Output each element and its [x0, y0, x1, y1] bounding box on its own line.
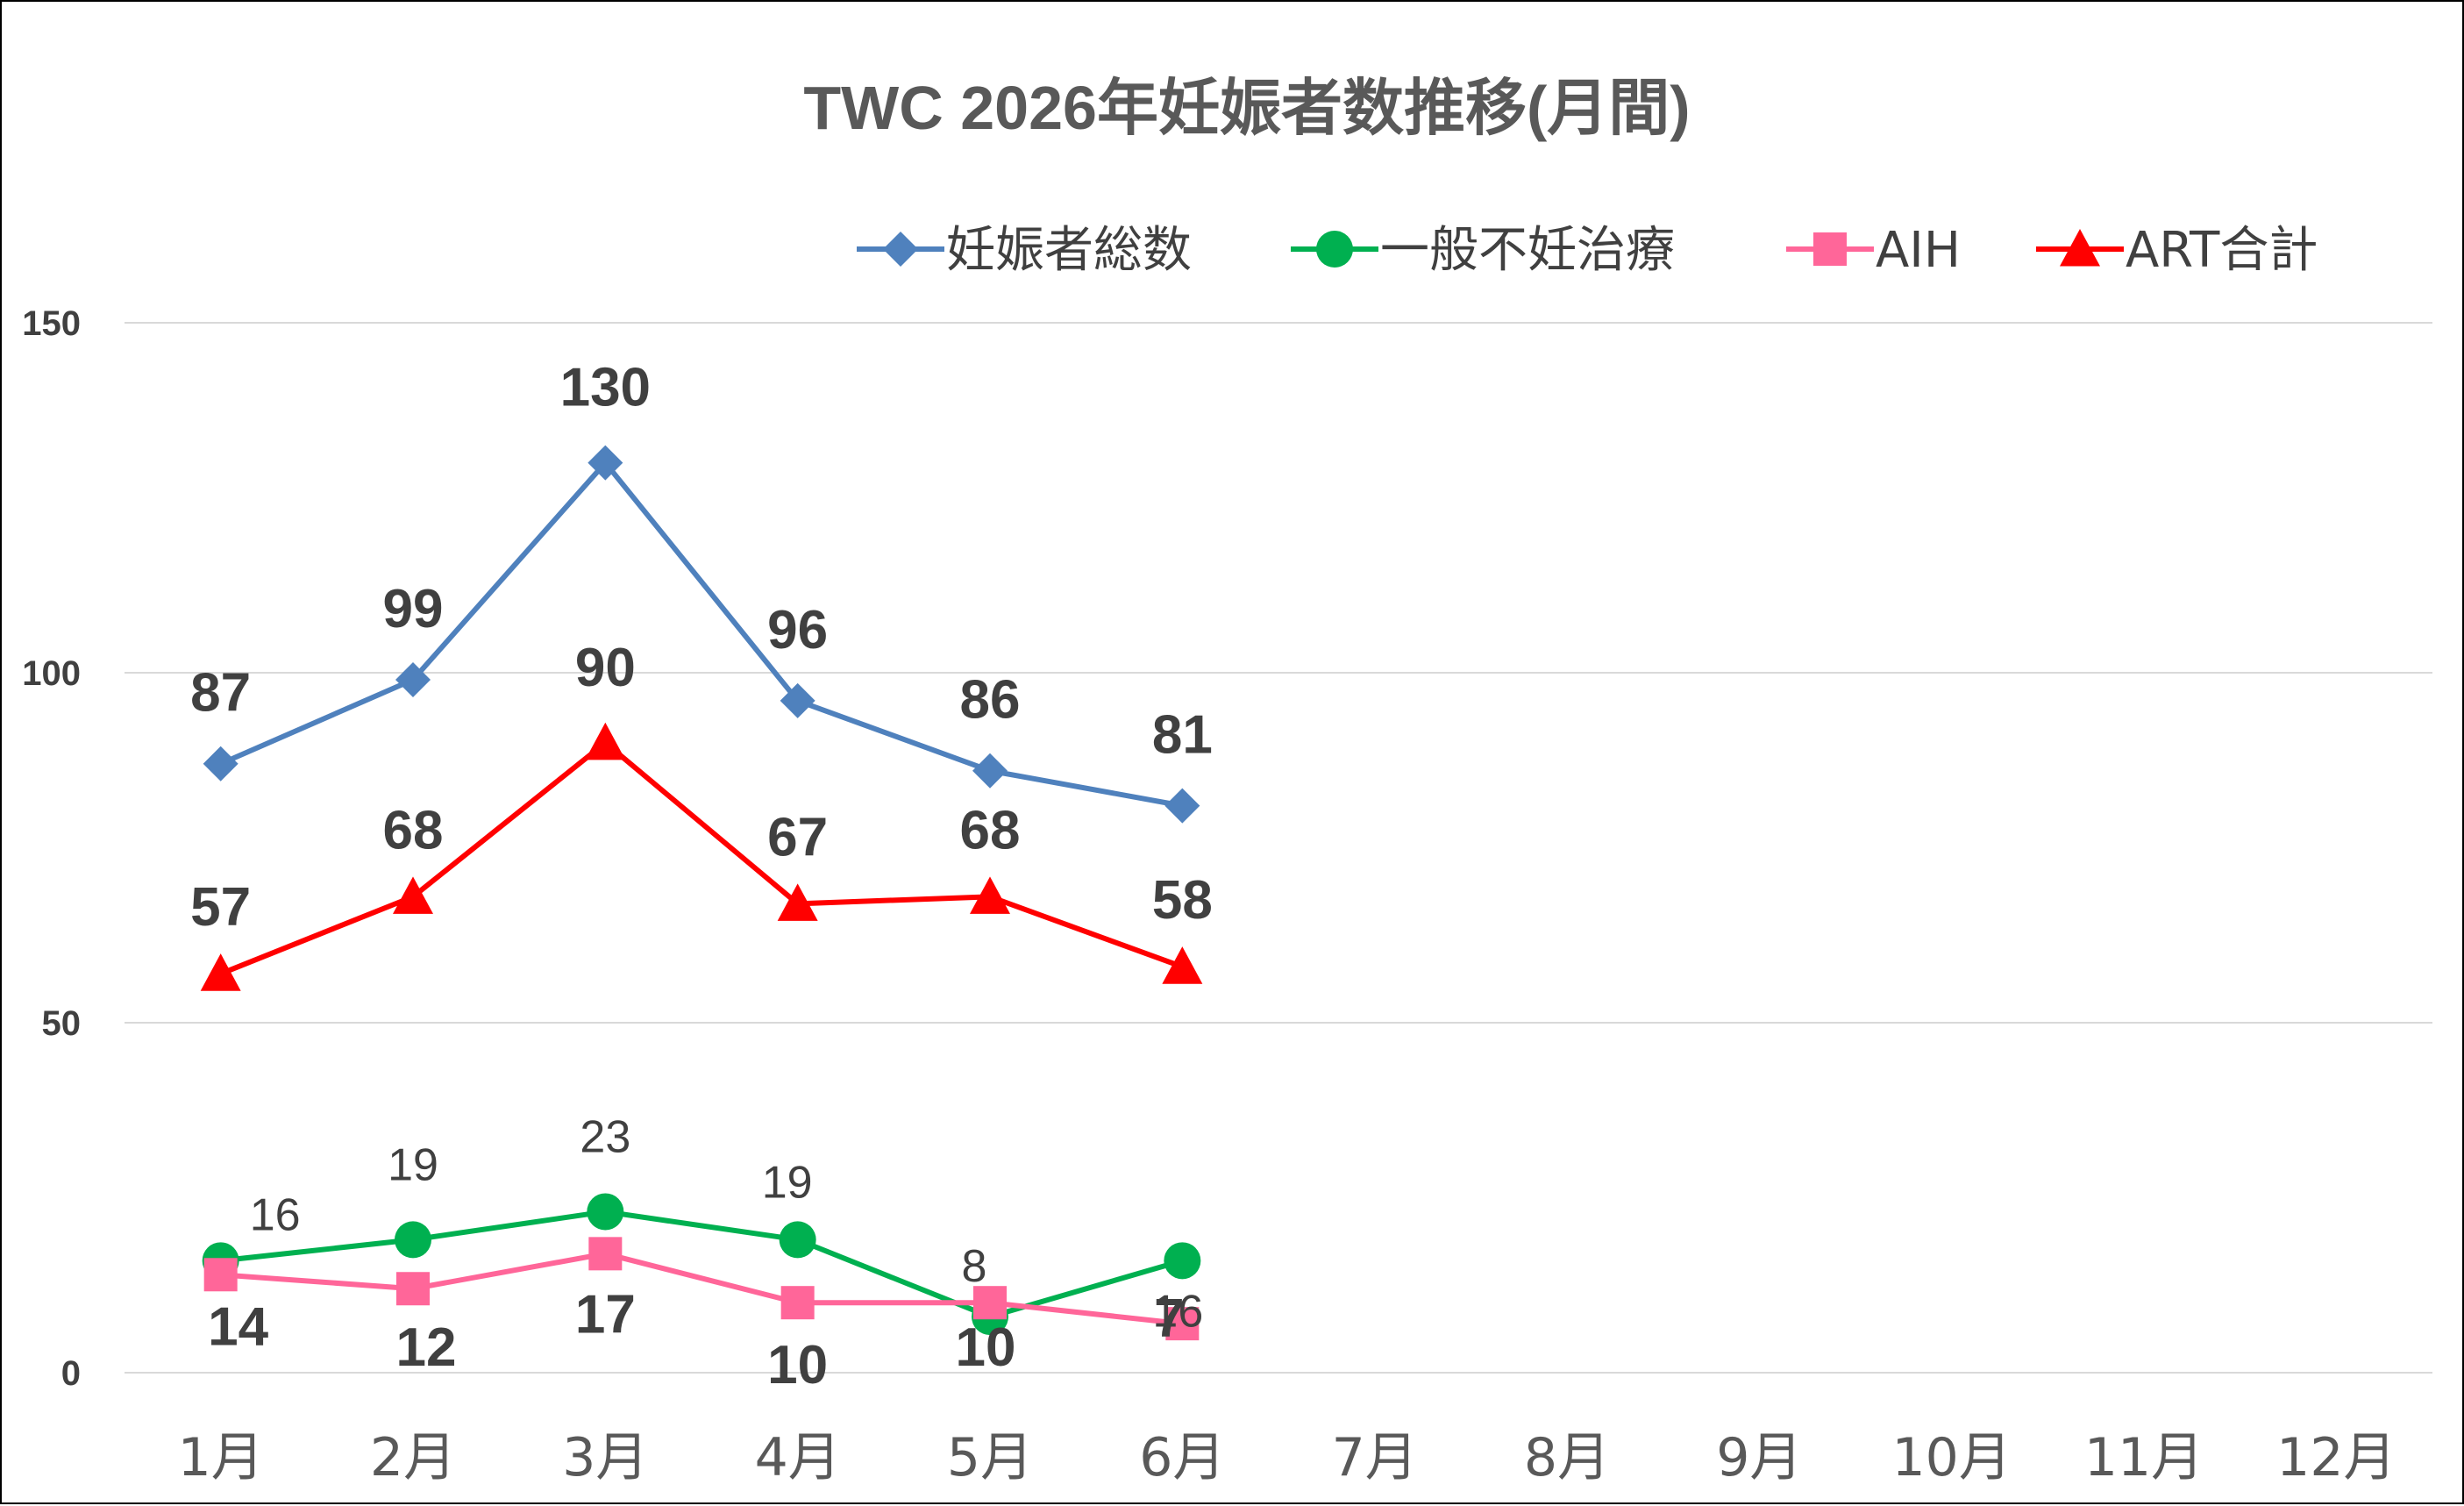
y-axis: 0 50 100 150 [22, 304, 81, 1393]
data-label: 7 [1154, 1288, 1184, 1349]
data-point [777, 883, 818, 921]
legend-item: 一般不妊治療 [1291, 222, 1675, 279]
x-tick-label: 5月 [947, 1427, 1033, 1488]
data-label: 57 [190, 877, 251, 938]
data-label: 19 [762, 1157, 813, 1208]
legend-marker [2060, 229, 2100, 267]
data-point [970, 876, 1010, 914]
series-circle [202, 1193, 1201, 1336]
legend: 妊娠者総数 一般不妊治療 AIH ART合計 [857, 222, 2318, 279]
data-point [395, 1221, 431, 1259]
x-tick-label: 3月 [562, 1427, 648, 1488]
data-label: 16 [250, 1189, 301, 1240]
data-point [588, 1237, 623, 1271]
legend-item: 妊娠者総数 [857, 222, 1192, 279]
series-triangle [200, 722, 1203, 991]
data-label: 99 [383, 579, 444, 639]
legend-label: 妊娠者総数 [946, 222, 1192, 279]
data-point [587, 1193, 624, 1231]
x-tick-label: 11月 [2084, 1427, 2204, 1488]
data-point [972, 753, 1008, 789]
data-label: 96 [767, 600, 828, 660]
x-tick-label: 1月 [178, 1427, 264, 1488]
chart-title: TWC 2026年妊娠者数推移(月間) [803, 74, 1690, 142]
data-point [588, 445, 623, 481]
data-label: 81 [1152, 705, 1213, 766]
data-point [1164, 788, 1200, 824]
x-tick-label: 8月 [1524, 1427, 1610, 1488]
data-label: 19 [388, 1139, 438, 1190]
series-square [203, 1237, 1200, 1341]
legend-item: AIH [1786, 222, 1961, 279]
x-tick-label: 9月 [1716, 1427, 1802, 1488]
data-label: 67 [767, 807, 828, 867]
y-tick-label: 100 [22, 654, 81, 693]
x-tick-label: 6月 [1139, 1427, 1225, 1488]
data-label: 8 [962, 1241, 987, 1292]
data-point [396, 1272, 430, 1306]
data-point [203, 1258, 238, 1292]
data-point [780, 1286, 815, 1320]
data-point [585, 722, 626, 760]
series-line [219, 460, 1183, 809]
legend-label: AIH [1876, 222, 1961, 279]
data-point [1164, 1242, 1201, 1280]
data-label: 90 [575, 638, 636, 698]
legend-marker [1316, 231, 1353, 268]
data-label: 130 [560, 358, 651, 418]
data-label: 68 [383, 800, 444, 860]
series-layer [200, 445, 1203, 1341]
data-label: 87 [190, 663, 251, 724]
data-label: 10 [767, 1335, 828, 1395]
data-label: 68 [960, 800, 1021, 860]
y-tick-label: 0 [61, 1354, 81, 1393]
data-label: 23 [580, 1111, 630, 1162]
series-diamond [203, 445, 1200, 824]
legend-marker [883, 232, 918, 267]
data-point [973, 1286, 1007, 1320]
series-line [219, 739, 1184, 976]
data-point [203, 746, 239, 782]
data-point [393, 876, 433, 914]
y-tick-label: 50 [42, 1004, 82, 1043]
data-point [779, 1221, 816, 1259]
x-tick-label: 2月 [370, 1427, 456, 1488]
legend-label: 一般不妊治療 [1380, 222, 1675, 279]
data-point [780, 682, 815, 718]
x-tick-label: 12月 [2276, 1427, 2396, 1488]
data-point [395, 661, 431, 697]
legend-marker [1813, 232, 1847, 266]
data-point [200, 953, 241, 991]
data-label: 14 [208, 1296, 268, 1357]
x-tick-label: 7月 [1332, 1427, 1418, 1488]
data-label: 86 [960, 670, 1021, 731]
legend-item: ART合計 [2036, 222, 2318, 279]
x-tick-label: 4月 [755, 1427, 841, 1488]
x-tick-label: 10月 [1891, 1427, 2011, 1488]
data-label: 12 [396, 1317, 457, 1378]
data-label: 10 [956, 1317, 1016, 1378]
x-axis: 1月 2月 3月 4月 5月 6月 7月 8月 9月 10月 11月 12月 [178, 1427, 2396, 1488]
legend-label: ART合計 [2126, 222, 2318, 279]
series-line [220, 1251, 1183, 1327]
data-label: 58 [1152, 870, 1213, 931]
gridlines [125, 322, 2432, 1374]
data-point [1165, 1307, 1200, 1341]
series-line [220, 1209, 1184, 1320]
data-label: 17 [575, 1284, 636, 1345]
data-label: 16 [1152, 1286, 1203, 1337]
data-labels: 87 99 130 96 86 81 16 19 23 19 8 16 14 12 17 10 10 7 57 68 9… [190, 358, 1213, 1396]
y-tick-label: 150 [22, 304, 81, 343]
data-point [1162, 946, 1203, 984]
